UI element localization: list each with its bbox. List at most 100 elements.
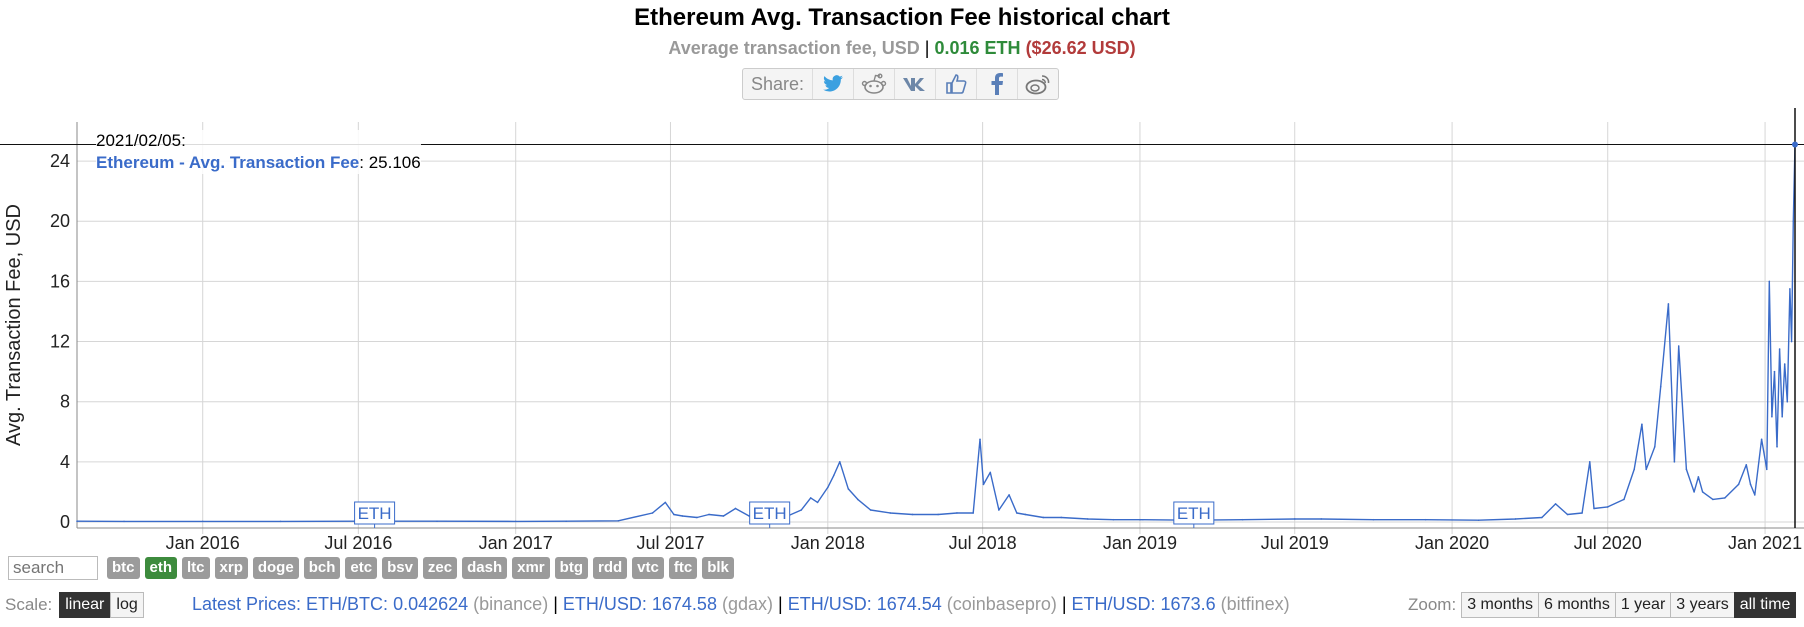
- zoom-6-months-button[interactable]: 6 months: [1538, 592, 1616, 618]
- price-pair[interactable]: ETH/USD:: [562, 594, 652, 614]
- coin-button-btc[interactable]: btc: [107, 557, 140, 579]
- coin-button-bsv[interactable]: bsv: [382, 557, 418, 579]
- data-point: [76, 520, 78, 523]
- data-point: [1641, 423, 1643, 426]
- data-point: [1042, 516, 1045, 519]
- data-point: [1653, 446, 1656, 448]
- data-point: [1776, 446, 1778, 448]
- x-tick-label: Jan 2020: [1415, 533, 1489, 553]
- data-point: [838, 461, 841, 463]
- coin-button-doge[interactable]: doge: [252, 557, 299, 579]
- y-tick-label: 4: [60, 452, 70, 472]
- price-separator: |: [548, 594, 563, 614]
- data-point: [1566, 513, 1569, 516]
- data-point: [123, 520, 125, 523]
- x-tick-label: Jan 2019: [1103, 533, 1177, 553]
- data-point: [1016, 512, 1018, 514]
- coin-button-xrp[interactable]: xrp: [214, 557, 248, 579]
- x-tick-label: Jul 2018: [949, 533, 1017, 553]
- price-pair[interactable]: ETH/USD:: [1071, 594, 1161, 614]
- coin-button-btg[interactable]: btg: [554, 557, 588, 579]
- event-marker[interactable]: ETH: [354, 501, 396, 528]
- zoom-label: Zoom:: [1408, 595, 1457, 614]
- data-point: [1792, 220, 1795, 223]
- coin-button-vtc[interactable]: vtc: [632, 557, 664, 579]
- fee-line-chart[interactable]: 0 4 8 12 16 20 24 Jan 2016 Jul 2016 Jan 2017 Jul 2…: [0, 108, 1804, 554]
- x-tick-label: Jul 2016: [324, 533, 392, 553]
- search-input[interactable]: [8, 556, 98, 580]
- page-title: Ethereum Avg. Transaction Fee historical…: [634, 4, 1170, 31]
- price-pair[interactable]: ETH/USD:: [787, 594, 877, 614]
- coin-button-rdd[interactable]: rdd: [592, 557, 628, 579]
- like-icon[interactable]: [935, 69, 976, 99]
- data-point: [436, 520, 438, 523]
- zoom-1-year-button[interactable]: 1 year: [1614, 592, 1672, 618]
- subtitle-separator: |: [924, 38, 930, 58]
- scale-log-button[interactable]: log: [110, 592, 144, 618]
- data-point: [982, 483, 985, 486]
- price-value[interactable]: 1674.54: [876, 594, 947, 614]
- hover-point: [1792, 141, 1798, 148]
- zoom-3-months-button[interactable]: 3 months: [1461, 592, 1539, 618]
- data-point: [1778, 348, 1781, 350]
- data-point: [816, 501, 819, 504]
- data-point: [1724, 497, 1726, 499]
- series-line: [76, 144, 1796, 523]
- coin-button-ltc[interactable]: ltc: [182, 557, 210, 579]
- data-point: [1673, 461, 1676, 463]
- x-tick-label: Jan 2017: [479, 533, 553, 553]
- share-bar: Share:: [742, 68, 1060, 100]
- coin-selector: btcethltcxrpdogebchetcbsvzecdashxmrbtgrd…: [8, 556, 734, 580]
- coin-button-dash[interactable]: dash: [462, 557, 508, 579]
- price-value[interactable]: 1674.58: [651, 594, 722, 614]
- scale-linear-button[interactable]: linear: [59, 592, 111, 618]
- data-point: [1667, 303, 1670, 305]
- price-pair[interactable]: ETH/BTC:: [306, 594, 394, 614]
- x-tick-label: Jan 2021: [1728, 533, 1802, 553]
- facebook-icon[interactable]: [976, 69, 1017, 99]
- weibo-icon[interactable]: [1017, 69, 1058, 99]
- data-point: [1737, 483, 1740, 486]
- data-point: [1790, 340, 1793, 343]
- coin-button-bch[interactable]: bch: [303, 557, 341, 579]
- reddit-icon[interactable]: [853, 69, 894, 99]
- coin-button-etc[interactable]: etc: [345, 557, 378, 579]
- event-marker[interactable]: ETH: [1173, 501, 1215, 528]
- data-point: [708, 513, 710, 516]
- data-point: [1112, 518, 1115, 521]
- zoom-3-years-button[interactable]: 3 years: [1670, 592, 1735, 618]
- coin-button-eth[interactable]: eth: [144, 557, 177, 579]
- data-point: [1786, 400, 1789, 403]
- y-tick-label: 12: [50, 332, 70, 352]
- event-marker[interactable]: ETH: [749, 501, 791, 528]
- data-point: [1712, 498, 1714, 501]
- coin-button-xmr[interactable]: xmr: [512, 557, 550, 579]
- y-axis-label: Avg. Transaction Fee, USD: [3, 204, 25, 446]
- data-point: [1765, 468, 1768, 471]
- data-point: [1685, 468, 1688, 471]
- vk-icon[interactable]: [894, 69, 935, 99]
- tooltip-date: 2021/02/05:: [96, 131, 186, 150]
- coin-button-zec[interactable]: zec: [422, 557, 458, 579]
- price-value[interactable]: 0.042624: [393, 594, 474, 614]
- share-label: Share:: [751, 73, 805, 94]
- coin-button-ftc[interactable]: ftc: [668, 557, 698, 579]
- data-point: [1477, 519, 1480, 521]
- data-point: [1749, 483, 1752, 486]
- data-point: [1697, 476, 1700, 478]
- y-tick-label: 0: [60, 512, 70, 532]
- price-source: (binance): [473, 594, 549, 614]
- y-tick-label: 16: [50, 271, 70, 291]
- data-point: [1086, 518, 1089, 520]
- tooltip-line: Ethereum - Avg. Transaction Fee: 25.106: [96, 152, 421, 174]
- coin-button-blk[interactable]: blk: [702, 557, 734, 579]
- fee-usd-value: ($26.62 USD): [1025, 38, 1136, 58]
- zoom-all-time-button[interactable]: all time: [1733, 592, 1797, 618]
- price-value[interactable]: 1673.6: [1160, 594, 1221, 614]
- price-source: (coinbasepro): [946, 594, 1057, 614]
- data-point: [1781, 415, 1783, 418]
- data-point: [1372, 518, 1375, 521]
- latest-prices: Latest Prices: ETH/BTC: 0.042624 (binanc…: [192, 594, 1290, 615]
- twitter-icon[interactable]: [812, 69, 853, 99]
- data-point: [1789, 288, 1791, 290]
